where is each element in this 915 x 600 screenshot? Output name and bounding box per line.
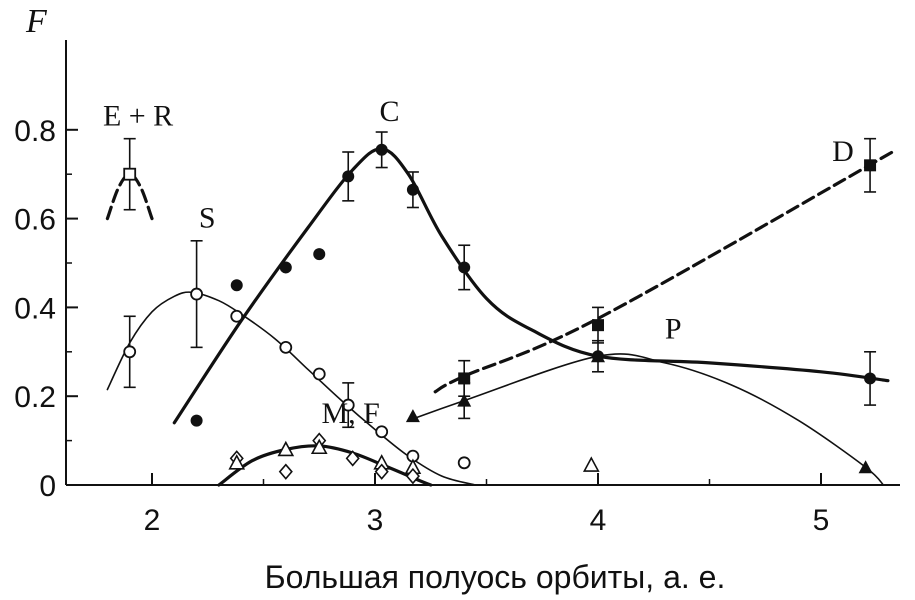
marker-filled-circle <box>458 261 471 274</box>
marker-filled-circle <box>279 261 292 274</box>
marker-filled-triangle <box>858 460 873 474</box>
marker-open-diamond <box>374 463 389 480</box>
marker-open-circle <box>230 309 244 323</box>
series-label: D <box>832 135 854 168</box>
series-curve-e-r <box>105 172 154 221</box>
marker-open-triangle <box>228 454 246 470</box>
x-tick-label: 3 <box>367 504 384 537</box>
x-tick-label: 2 <box>144 504 161 537</box>
marker-filled-triangle <box>457 393 472 407</box>
x-tick-label: 4 <box>590 504 607 537</box>
marker-open-circle <box>190 287 204 301</box>
marker-filled-triangle <box>405 409 420 423</box>
marker-open-circle <box>312 367 326 381</box>
series-curves <box>105 147 894 487</box>
marker-filled-square <box>592 319 604 332</box>
marker-open-diamond <box>345 450 360 467</box>
marker-open-triangle <box>582 456 600 472</box>
series-curve-s <box>106 291 477 486</box>
series-labels: E + R S C M, F P D <box>103 95 854 430</box>
marker-filled-circle <box>375 143 388 156</box>
marker-filled-circle <box>406 183 419 196</box>
y-tick-label: 0 <box>39 470 56 503</box>
marker-open-triangle <box>277 440 295 457</box>
marker-filled-square <box>864 159 877 172</box>
marker-open-diamond <box>278 463 293 480</box>
axes: 2 3 4 5 0 0.2 0.4 0.6 0.8 <box>14 40 900 537</box>
marker-filled-circle <box>864 372 877 385</box>
marker-filled-circle <box>342 170 355 183</box>
marker-open-circle <box>375 425 389 439</box>
marker-open-square <box>123 167 137 181</box>
series-label: M, F <box>321 397 379 430</box>
series-label: C <box>379 95 399 128</box>
marker-open-circle <box>279 340 293 354</box>
marker-open-circle <box>123 345 137 359</box>
marker-open-diamond <box>405 467 420 485</box>
y-axis-title: F <box>25 3 48 40</box>
marker-filled-circle <box>313 248 326 261</box>
marker-filled-circle <box>230 279 243 292</box>
marker-filled-triangle <box>591 349 605 363</box>
marker-filled-square <box>458 372 471 385</box>
y-tick-label: 0.8 <box>14 115 56 148</box>
series-label: S <box>199 201 216 234</box>
series-curve-p <box>407 353 885 486</box>
series-label: P <box>665 312 682 345</box>
data-points <box>123 143 877 485</box>
marker-open-triangle <box>310 438 328 455</box>
y-tick-label: 0.4 <box>14 292 56 325</box>
series-curve-d <box>433 150 894 394</box>
marker-open-circle <box>341 398 355 412</box>
y-tick-label: 0.6 <box>14 204 56 237</box>
marker-filled-circle <box>190 414 203 427</box>
x-axis-title: Большая полуось орбиты, а. е. <box>265 559 726 595</box>
y-tick-label: 0.2 <box>14 381 56 414</box>
x-tick-label: 5 <box>813 504 830 537</box>
series-curve-c <box>172 147 890 425</box>
series-label: E + R <box>103 99 173 132</box>
marker-open-circle <box>457 456 471 470</box>
series-curve-m-f <box>217 444 433 487</box>
